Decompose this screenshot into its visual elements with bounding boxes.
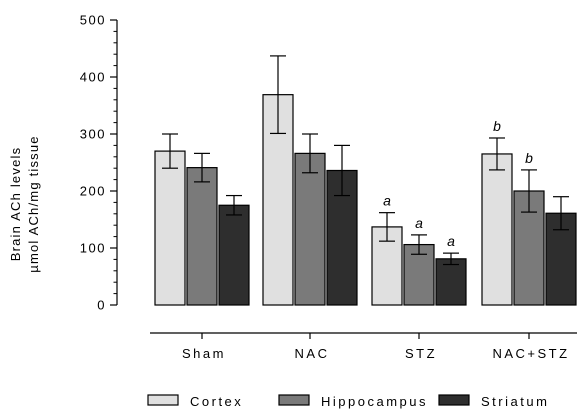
x-tick-label: NAC+STZ bbox=[492, 346, 569, 361]
legend-item: Striatum bbox=[438, 394, 549, 409]
x-tick-label: NAC bbox=[295, 346, 330, 361]
y-tick-label: 400 bbox=[80, 70, 106, 85]
bar-group-sham bbox=[154, 133, 250, 306]
y-axis: 0 100 200 300 400 500 bbox=[80, 13, 118, 313]
legend-item: Hippocampus bbox=[278, 394, 428, 409]
significance-label: a bbox=[415, 215, 423, 231]
bar-group-nac-stz: bb bbox=[481, 118, 577, 306]
legend-label: Cortex bbox=[190, 394, 243, 409]
significance-label: b bbox=[493, 118, 501, 134]
y-tick-label: 200 bbox=[80, 184, 106, 199]
y-tick-label: 100 bbox=[80, 241, 106, 256]
legend-label: Hippocampus bbox=[321, 394, 428, 409]
significance-label: b bbox=[525, 150, 533, 166]
y-axis-label-line-2: µmol ACh/mg tissue bbox=[26, 135, 41, 272]
significance-label: a bbox=[383, 193, 391, 209]
bar bbox=[218, 204, 250, 306]
bar bbox=[481, 153, 513, 306]
y-tick-label: 0 bbox=[97, 298, 106, 313]
legend-label: Striatum bbox=[481, 394, 549, 409]
legend-swatch bbox=[278, 394, 310, 406]
y-tick-label: 500 bbox=[80, 13, 106, 28]
bar bbox=[435, 258, 467, 306]
legend: Cortex Hippocampus Striatum bbox=[147, 394, 549, 409]
y-axis-label-line-1: Brain ACh levels bbox=[8, 147, 23, 262]
x-axis: Sham NAC STZ NAC+STZ bbox=[150, 332, 577, 361]
legend-swatch bbox=[438, 394, 470, 406]
x-tick-label: STZ bbox=[405, 346, 437, 361]
significance-label: a bbox=[447, 233, 455, 249]
legend-item: Cortex bbox=[147, 394, 243, 409]
bar bbox=[186, 167, 218, 306]
legend-swatch bbox=[147, 394, 179, 406]
x-tick-label: Sham bbox=[182, 346, 226, 361]
bar bbox=[294, 152, 326, 306]
bar bbox=[154, 150, 186, 306]
bar-group-nac bbox=[262, 55, 358, 306]
y-tick-label: 300 bbox=[80, 127, 106, 142]
bar-group-stz: a a a bbox=[371, 193, 467, 306]
